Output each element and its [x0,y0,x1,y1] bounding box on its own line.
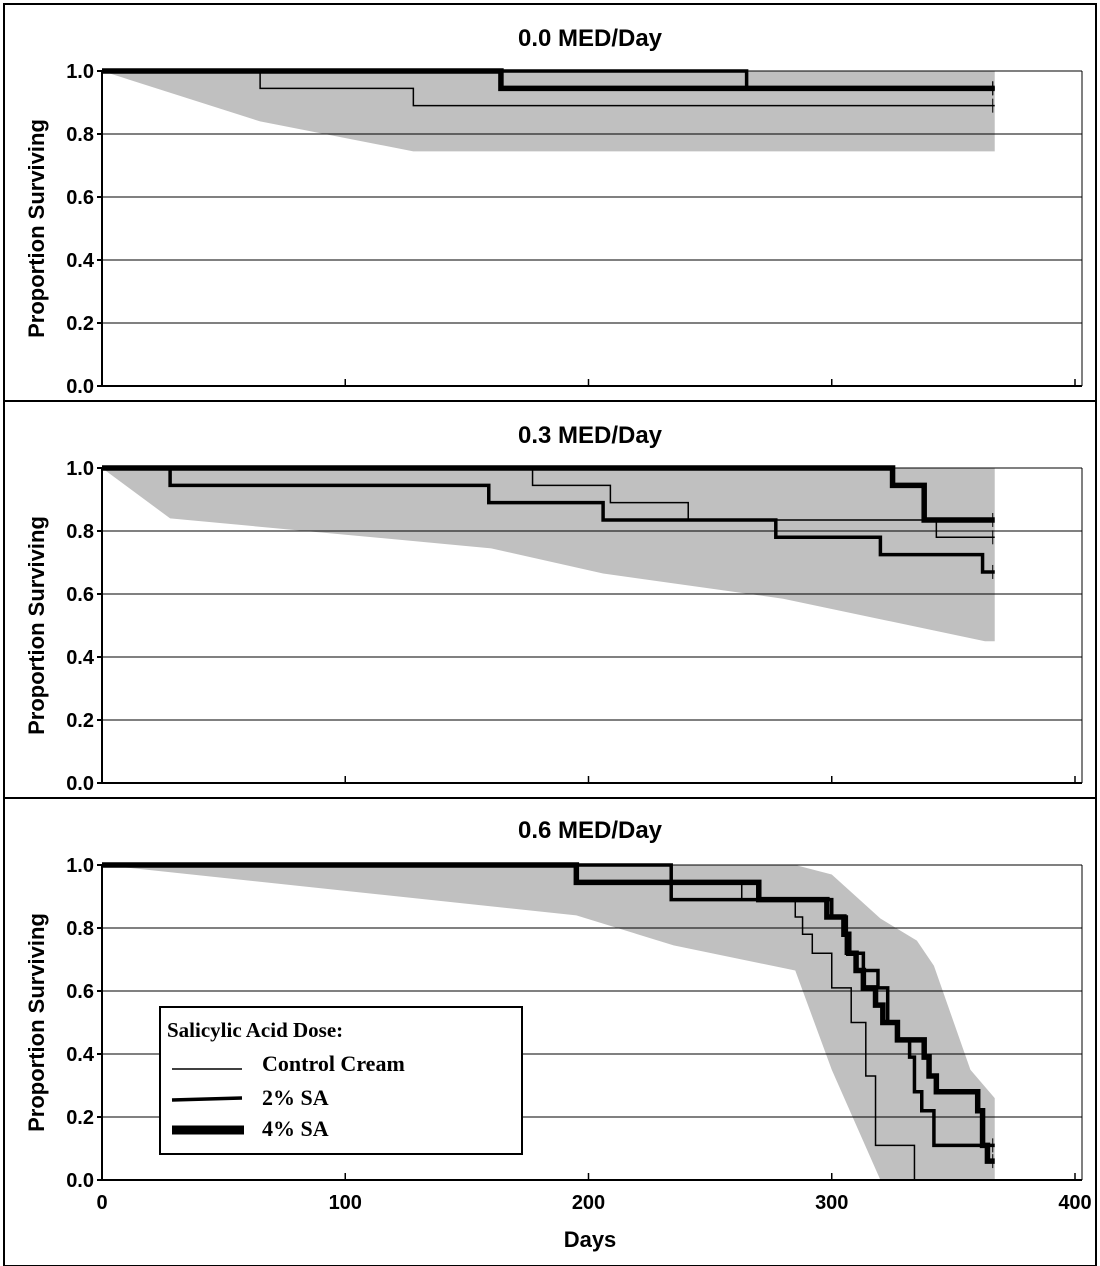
legend-title: Salicylic Acid Dose: [167,1018,343,1042]
panel-title: 0.6 MED/Day [518,817,663,844]
y-tick-label: 0.8 [66,918,94,940]
y-tick-label: 0.8 [66,124,94,146]
y-tick-label: 0.2 [66,710,94,732]
series-4pct-line [102,862,995,1164]
panel-title: 0.3 MED/Day [518,422,663,449]
y-tick-label: 0.6 [66,981,94,1003]
panel-frame [3,3,1097,402]
x-tick-label: 100 [329,1192,362,1214]
series-control-line [102,864,916,1180]
y-tick-label: 0.0 [66,773,94,795]
legend-item-2pct: 2% SA [262,1085,329,1110]
y-tick-label: 0.2 [66,313,94,335]
panel-title: 0.0 MED/Day [518,25,663,52]
y-tick-label: 0.4 [66,250,95,272]
y-tick-label: 0.6 [66,187,94,209]
panel-1: 0.3 MED/Day 0.0 0.2 0.4 0.6 0.8 1.0 Proportion … [3,400,1097,799]
panel-2: 0.6 MED/Day 0.0 0.2 0.4 0.6 0.8 1.0 0 100 200 300 4… [3,797,1097,1266]
series-2pct-line [102,863,995,1148]
confidence-band [102,468,995,642]
confidence-band [102,71,995,152]
x-axis-label: Days [564,1227,617,1252]
series-control-line [102,467,995,539]
y-tick-label: 1.0 [66,61,94,83]
legend: Salicylic Acid Dose: Control Cream 2% SA… [159,1006,523,1155]
series-2pct-line [102,466,995,574]
series-4pct-line [102,465,995,523]
legend-item-control: Control Cream [262,1051,405,1076]
panel-0: 0.0 MED/Day 0.0 0.2 0.4 0.6 0.8 1.0 Proportion … [3,3,1097,402]
x-tick-label: 200 [572,1192,605,1214]
y-tick-label: 0.6 [66,584,94,606]
y-tick-label: 1.0 [66,855,94,877]
y-tick-label: 0.4 [66,1044,95,1066]
y-tick-label: 0.4 [66,647,95,669]
y-tick-label: 1.0 [66,458,94,480]
legend-item-4pct: 4% SA [262,1116,329,1141]
series-4pct-line [102,68,995,92]
y-axis-label: Proportion Surviving [24,913,49,1132]
panel-frame [3,797,1097,1266]
y-tick-label: 0.8 [66,521,94,543]
y-axis-label: Proportion Surviving [24,516,49,735]
y-axis-label: Proportion Surviving [24,119,49,338]
y-tick-label: 0.0 [66,1170,94,1192]
y-tick-label: 0.2 [66,1107,94,1129]
x-tick-label: 300 [815,1192,848,1214]
legend-swatch-2pct [171,1096,243,1102]
confidence-band [102,865,995,1180]
y-tick-label: 0.0 [66,376,94,398]
x-tick-label: 400 [1058,1192,1091,1214]
x-tick-label: 0 [96,1192,107,1214]
